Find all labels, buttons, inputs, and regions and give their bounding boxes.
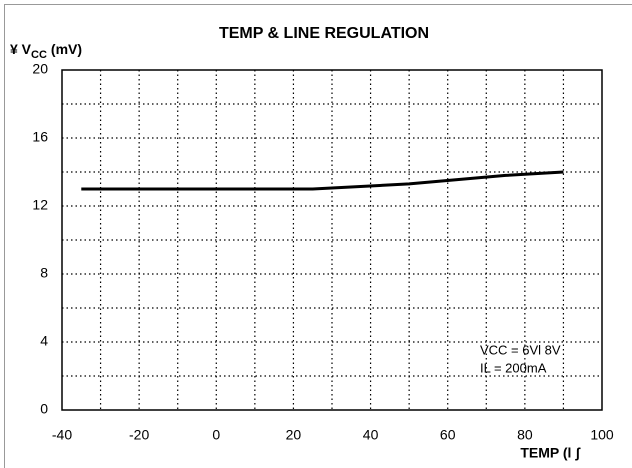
plot-border <box>61 69 603 411</box>
y-axis-label: ¥ VCC (mV) <box>10 41 82 61</box>
annotation: VCC = 6Vl 8V <box>480 342 561 357</box>
x-tick-label: 40 <box>363 427 379 443</box>
x-tick-label: 60 <box>440 427 456 443</box>
x-tick-label: 80 <box>517 427 533 443</box>
annotation: IL = 200mA <box>480 360 547 375</box>
frame <box>4 4 632 468</box>
y-tick-label: 20 <box>32 61 48 77</box>
y-tick-label: 0 <box>40 401 48 417</box>
chart-title: TEMP & LINE REGULATION <box>219 25 429 42</box>
y-tick-label: 12 <box>32 197 48 213</box>
series-line <box>81 170 564 191</box>
x-tick-label: 100 <box>590 427 614 443</box>
x-tick-label: 20 <box>286 427 302 443</box>
x-tick-label: -40 <box>52 427 72 443</box>
x-tick-label: -20 <box>129 427 149 443</box>
y-tick-label: 4 <box>40 333 48 349</box>
y-tick-label: 8 <box>40 265 48 281</box>
x-axis-label: TEMP (l ʃ <box>520 445 581 461</box>
x-tick-label: 0 <box>212 427 220 443</box>
y-tick-label: 16 <box>32 129 48 145</box>
